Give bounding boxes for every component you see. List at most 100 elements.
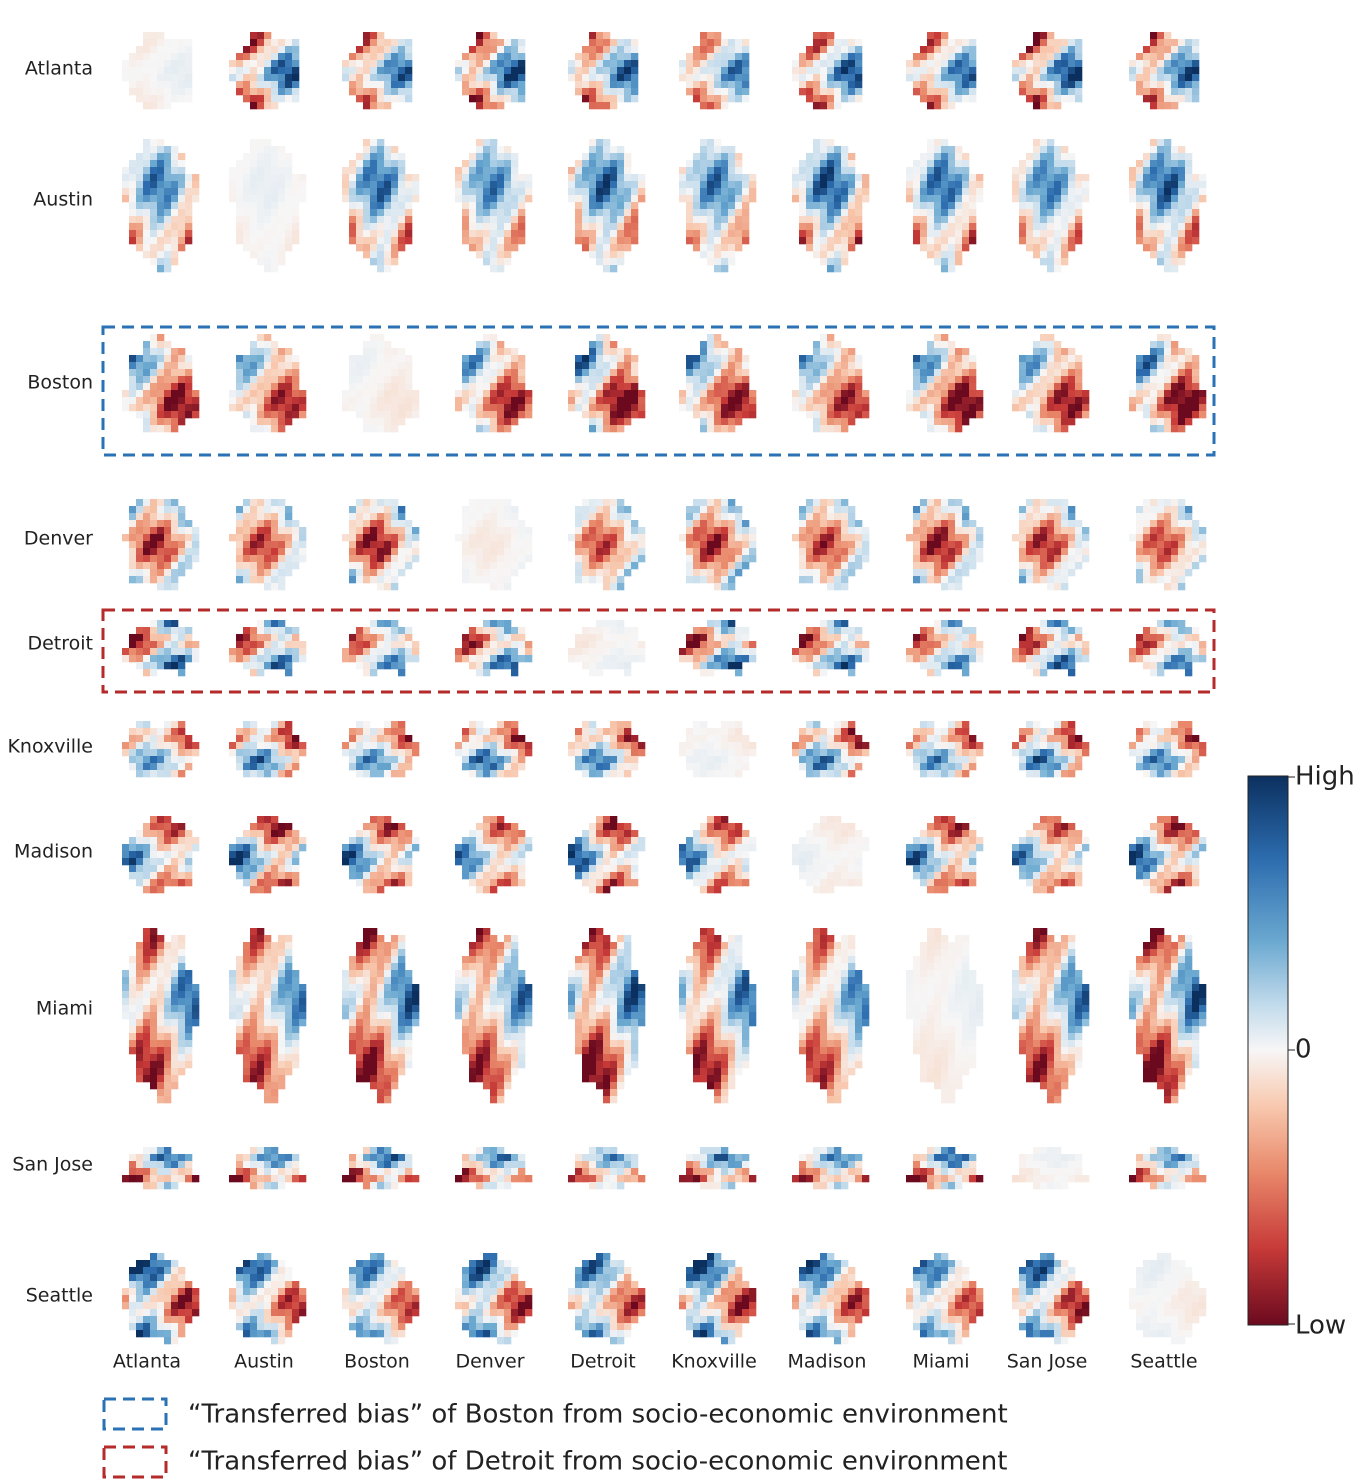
map-region: [834, 160, 841, 167]
map-region: [129, 223, 136, 230]
map-region: [497, 53, 504, 60]
map-region: [1047, 334, 1054, 341]
map-region: [941, 230, 948, 237]
map-region: [490, 520, 497, 527]
map-region: [1040, 418, 1047, 425]
map-region: [1143, 362, 1150, 369]
map-region: [1136, 369, 1143, 376]
map-region: [848, 627, 855, 634]
map-region: [243, 376, 250, 383]
map-region: [455, 67, 462, 74]
map-region: [934, 216, 941, 223]
map-region: [299, 174, 306, 181]
map-region: [525, 181, 532, 188]
map-region: [504, 583, 511, 590]
map-region: [384, 404, 391, 411]
map-region: [476, 527, 483, 534]
map-region: [150, 499, 157, 506]
map-region: [1150, 216, 1157, 223]
map-region: [185, 195, 192, 202]
map-region: [1185, 188, 1192, 195]
map-region: [398, 81, 405, 88]
map-region: [1164, 67, 1171, 74]
map-region: [927, 341, 934, 348]
map-region: [250, 202, 257, 209]
map-region: [1150, 397, 1157, 404]
map-region: [596, 188, 603, 195]
map-region: [462, 202, 469, 209]
map-region: [363, 60, 370, 67]
map-region: [596, 74, 603, 81]
map-region: [1040, 534, 1047, 541]
map-region: [834, 265, 841, 272]
map-region: [728, 425, 735, 432]
map-region: [497, 46, 504, 53]
map-region: [271, 146, 278, 153]
map-region: [624, 548, 631, 555]
map-region: [820, 555, 827, 562]
map-region: [469, 411, 476, 418]
map-region: [1171, 181, 1178, 188]
map-region: [969, 355, 976, 362]
map-region: [171, 39, 178, 46]
map-region: [610, 576, 617, 583]
map-region: [806, 244, 813, 251]
map-region: [962, 167, 969, 174]
map-region: [356, 67, 363, 74]
map-region: [136, 506, 143, 513]
map-region: [1026, 60, 1033, 67]
map-region: [398, 404, 405, 411]
map-region: [603, 67, 610, 74]
map-region: [164, 627, 171, 634]
map-region: [721, 534, 728, 541]
map-region: [721, 397, 728, 404]
map-region: [934, 390, 941, 397]
map-region: [1157, 146, 1164, 153]
map-region: [806, 209, 813, 216]
map-region: [171, 569, 178, 576]
map-region: [178, 627, 185, 634]
map-region: [1129, 397, 1136, 404]
map-region: [700, 46, 707, 53]
map-region: [813, 181, 820, 188]
map-region: [384, 627, 391, 634]
map-region: [1019, 527, 1026, 534]
map-region: [257, 237, 264, 244]
map-region: [841, 146, 848, 153]
map-region: [250, 67, 257, 74]
map-region: [1068, 81, 1075, 88]
map-region: [962, 223, 969, 230]
map-region: [264, 181, 271, 188]
map-region: [848, 562, 855, 569]
map-region: [1150, 188, 1157, 195]
map-region: [941, 153, 948, 160]
map-region: [243, 202, 250, 209]
map-region: [143, 32, 150, 39]
map-region: [693, 548, 700, 555]
map-region: [848, 506, 855, 513]
map-region: [476, 139, 483, 146]
city-map: [906, 499, 983, 590]
map-region: [1019, 195, 1026, 202]
map-region: [631, 383, 638, 390]
map-region: [143, 390, 150, 397]
map-region: [462, 506, 469, 513]
map-region: [1040, 39, 1047, 46]
map-region: [405, 627, 412, 634]
map-region: [250, 74, 257, 81]
map-region: [1019, 174, 1026, 181]
map-region: [143, 74, 150, 81]
map-region: [848, 513, 855, 520]
map-region: [504, 195, 511, 202]
map-region: [813, 404, 820, 411]
map-region: [686, 230, 693, 237]
map-region: [391, 390, 398, 397]
map-region: [934, 88, 941, 95]
map-region: [596, 223, 603, 230]
map-region: [913, 383, 920, 390]
map-region: [164, 39, 171, 46]
map-region: [504, 188, 511, 195]
map-region: [178, 662, 185, 669]
map-region: [603, 620, 610, 627]
map-region: [1157, 506, 1164, 513]
